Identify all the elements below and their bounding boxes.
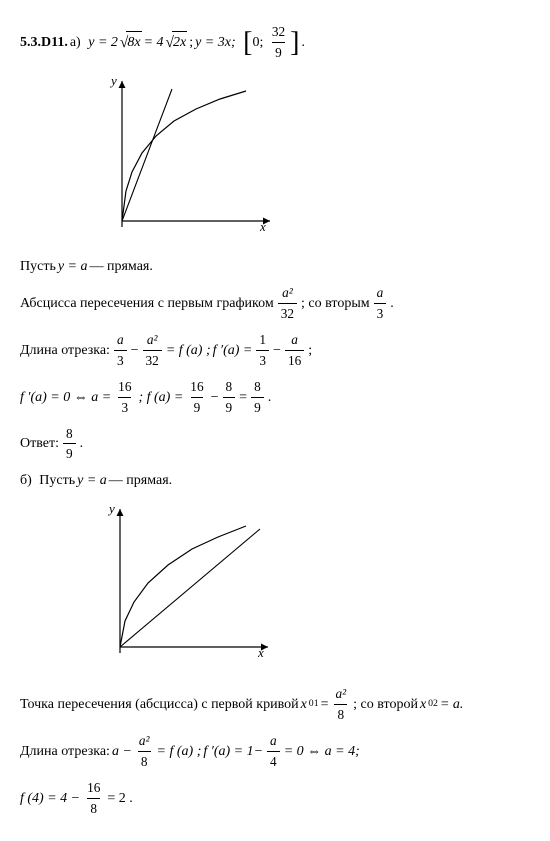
length-line-a: Длина отрезка: a3 − a²32 = f (a) ; f ′(a… bbox=[20, 330, 530, 371]
rbracket: ] bbox=[290, 31, 299, 55]
frac-a2-32: a² 32 bbox=[278, 283, 297, 324]
interval: [ 0; 32 9 ] bbox=[243, 22, 299, 63]
let-line-a: Пусть y = a — прямая. bbox=[20, 256, 530, 277]
intersection-line-b: Точка пересечения (абсцисса) с первой кр… bbox=[20, 684, 530, 725]
interval-0: 0; bbox=[252, 32, 263, 53]
problem-header: 5.3.D11. а) y = 2 8x = 4 2x ; y = 3x; [ … bbox=[20, 22, 530, 63]
lbracket: [ bbox=[243, 31, 252, 55]
sqrt-2x: 2x bbox=[166, 31, 188, 54]
part-a-label: а) bbox=[70, 32, 81, 53]
interval-frac: 32 9 bbox=[269, 22, 288, 63]
let-line-b: б) Пусть y = a — прямая. bbox=[20, 470, 530, 491]
eq-a-2: = 4 bbox=[144, 32, 164, 53]
svg-text:y: y bbox=[109, 73, 117, 88]
eq-a-1: y = 2 bbox=[88, 32, 118, 53]
svg-text:y: y bbox=[107, 501, 115, 516]
svg-text:x: x bbox=[257, 645, 264, 660]
problem-number: 5.3.D11. bbox=[20, 32, 68, 53]
f4-line-b: f (4) = 4 − 168 = 2 . bbox=[20, 778, 530, 819]
period-1: . bbox=[301, 32, 305, 53]
part-b-label: б) bbox=[20, 470, 32, 491]
svg-text:x: x bbox=[259, 219, 266, 234]
abscissa-line: Абсцисса пересечения с первым графиком a… bbox=[20, 283, 530, 324]
chart-2: xy bbox=[60, 499, 530, 676]
eq-y3x: y = 3x; bbox=[195, 32, 236, 53]
frac-a-3: a 3 bbox=[374, 283, 387, 324]
answer-line-a: Ответ: 89 . bbox=[20, 424, 530, 465]
sep: ; bbox=[189, 32, 193, 53]
sqrt-8x: 8x bbox=[120, 31, 142, 54]
length-line-b: Длина отрезка: a − a²8 = f (a) ; f ′(a) … bbox=[20, 731, 530, 772]
chart-1: xy bbox=[60, 71, 530, 248]
critical-line-a: f ′(a) = 0 ⇔ a = 163 ; f (a) = 169 − 89 … bbox=[20, 377, 530, 418]
